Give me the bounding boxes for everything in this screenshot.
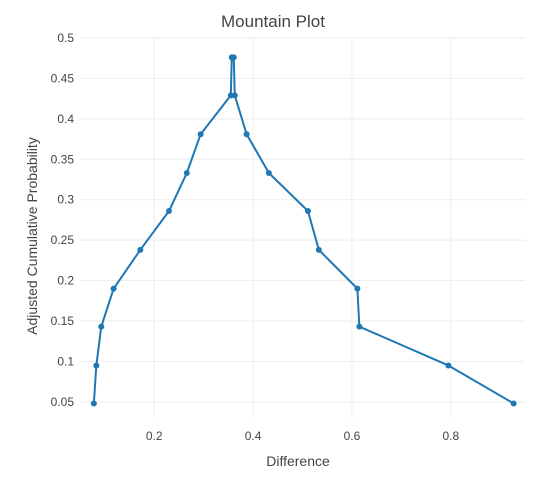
data-point[interactable]	[230, 54, 237, 61]
data-points	[90, 54, 517, 407]
data-point[interactable]	[137, 246, 144, 253]
data-point[interactable]	[243, 131, 250, 138]
data-point[interactable]	[93, 362, 100, 369]
grid-lines	[80, 37, 525, 418]
x-axis-title: Difference	[266, 453, 330, 469]
data-point[interactable]	[183, 170, 190, 177]
data-point[interactable]	[166, 208, 172, 215]
chart-title: Mountain Plot	[221, 12, 325, 31]
y-tick-labels: 0.05 0.1 0.15 0.2 0.25 0.3 0.35 0.4 0.45 0.5	[51, 31, 75, 409]
y-tick-label: 0.5	[57, 31, 74, 45]
data-point[interactable]	[231, 92, 238, 99]
y-tick-label: 0.45	[51, 71, 75, 85]
data-point[interactable]	[356, 323, 363, 330]
x-tick-label: 0.2	[146, 429, 163, 443]
y-tick-label: 0.05	[51, 395, 75, 409]
data-point[interactable]	[110, 285, 117, 292]
x-tick-label: 0.6	[344, 429, 361, 443]
x-tick-labels: 0.2 0.4 0.6 0.8	[146, 429, 460, 443]
y-tick-label: 0.15	[51, 314, 75, 328]
y-tick-label: 0.25	[51, 233, 75, 247]
data-point[interactable]	[197, 131, 204, 138]
data-point[interactable]	[98, 323, 105, 330]
y-axis-title: Adjusted Cumulative Probability	[24, 137, 40, 335]
data-point[interactable]	[510, 400, 517, 407]
data-point[interactable]	[315, 246, 322, 253]
data-point[interactable]	[304, 208, 311, 215]
data-point[interactable]	[445, 362, 452, 369]
x-tick-label: 0.4	[245, 429, 262, 443]
y-tick-label: 0.2	[57, 274, 74, 288]
data-point[interactable]	[265, 170, 272, 177]
y-tick-label: 0.1	[57, 354, 74, 368]
data-point[interactable]	[90, 400, 97, 407]
x-tick-label: 0.8	[442, 429, 459, 443]
y-tick-label: 0.4	[57, 112, 74, 126]
y-tick-label: 0.35	[51, 152, 75, 166]
data-point[interactable]	[354, 285, 361, 292]
y-tick-label: 0.3	[57, 193, 74, 207]
